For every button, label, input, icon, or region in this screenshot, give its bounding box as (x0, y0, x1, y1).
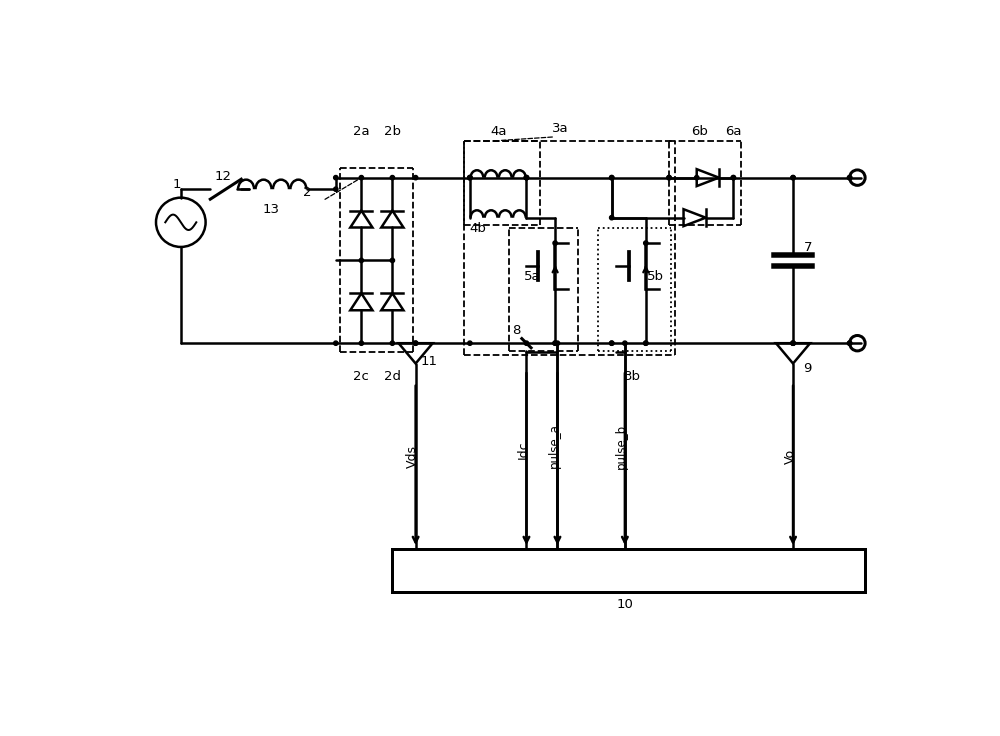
Circle shape (610, 341, 614, 345)
Circle shape (553, 341, 557, 345)
Text: 4a: 4a (490, 124, 507, 138)
Circle shape (731, 175, 736, 180)
Circle shape (644, 241, 648, 245)
Circle shape (791, 341, 795, 345)
Circle shape (791, 341, 795, 345)
Text: pulse_b: pulse_b (615, 423, 628, 469)
Circle shape (390, 175, 395, 180)
Text: 2d: 2d (384, 370, 401, 383)
Circle shape (695, 175, 699, 180)
Text: Idc: Idc (517, 441, 530, 459)
Circle shape (553, 241, 557, 245)
Text: 12: 12 (215, 170, 232, 183)
Circle shape (731, 175, 736, 180)
Circle shape (524, 175, 529, 180)
Bar (392, 549, 865, 592)
Circle shape (553, 341, 557, 345)
Circle shape (413, 341, 418, 345)
Circle shape (334, 341, 338, 345)
Circle shape (359, 258, 364, 263)
Text: 7: 7 (804, 241, 813, 254)
Text: 2a: 2a (353, 124, 370, 138)
Text: 13: 13 (262, 203, 279, 216)
Circle shape (334, 175, 338, 180)
Circle shape (791, 175, 795, 180)
Circle shape (791, 341, 795, 345)
Circle shape (847, 341, 852, 345)
Circle shape (791, 175, 795, 180)
Text: 6a: 6a (725, 124, 742, 138)
Circle shape (468, 175, 472, 180)
Circle shape (468, 175, 472, 180)
Text: 2c: 2c (353, 370, 369, 383)
Circle shape (468, 175, 472, 180)
Circle shape (555, 341, 560, 345)
Text: Vo: Vo (783, 448, 796, 464)
Circle shape (644, 341, 648, 345)
Circle shape (644, 341, 648, 345)
Text: 1: 1 (173, 179, 181, 191)
Text: 2b: 2b (384, 124, 401, 138)
Circle shape (524, 175, 529, 180)
Text: 2: 2 (303, 186, 311, 199)
Circle shape (359, 341, 364, 345)
Circle shape (390, 341, 395, 345)
Circle shape (390, 258, 395, 263)
Text: 3b: 3b (624, 370, 641, 383)
Circle shape (610, 175, 614, 180)
Circle shape (667, 175, 671, 180)
Circle shape (610, 175, 614, 180)
Text: 11: 11 (420, 355, 437, 368)
Circle shape (610, 216, 614, 220)
Circle shape (334, 187, 338, 191)
Text: 6b: 6b (692, 124, 708, 138)
Text: 5a: 5a (524, 270, 540, 283)
Circle shape (413, 341, 418, 345)
Circle shape (667, 175, 671, 180)
Text: 4b: 4b (469, 222, 486, 235)
Text: 3a: 3a (552, 122, 569, 135)
Circle shape (847, 175, 852, 180)
Circle shape (359, 175, 364, 180)
Text: 10: 10 (616, 598, 633, 611)
Text: 5b: 5b (647, 270, 664, 283)
Text: Vds: Vds (406, 445, 419, 467)
Text: 8: 8 (512, 324, 521, 337)
Circle shape (524, 175, 529, 180)
Circle shape (623, 341, 627, 345)
Circle shape (847, 175, 852, 180)
Circle shape (610, 341, 614, 345)
Circle shape (413, 175, 418, 180)
Circle shape (524, 341, 529, 345)
Circle shape (847, 341, 852, 345)
Circle shape (468, 341, 472, 345)
Text: pulse_a: pulse_a (548, 423, 561, 468)
Text: 9: 9 (803, 362, 811, 375)
